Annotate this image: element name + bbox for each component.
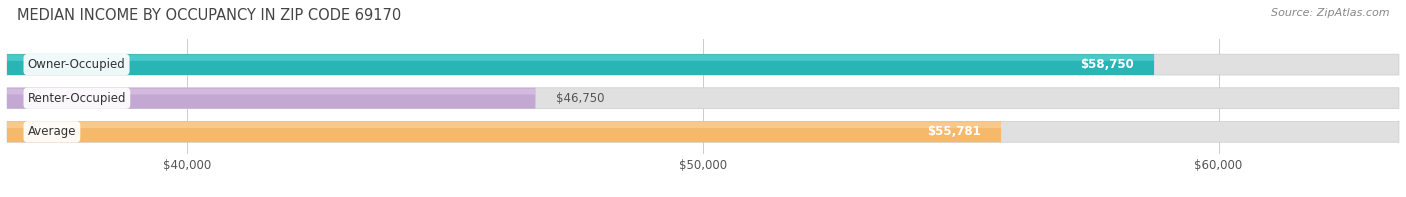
FancyBboxPatch shape: [7, 88, 1399, 109]
Text: Average: Average: [28, 125, 76, 138]
Text: Owner-Occupied: Owner-Occupied: [28, 58, 125, 71]
Text: Source: ZipAtlas.com: Source: ZipAtlas.com: [1271, 8, 1389, 18]
FancyBboxPatch shape: [7, 121, 1399, 142]
Text: $58,750: $58,750: [1080, 58, 1133, 71]
FancyBboxPatch shape: [7, 88, 536, 109]
FancyBboxPatch shape: [7, 54, 1154, 75]
FancyBboxPatch shape: [7, 122, 1001, 128]
Text: $46,750: $46,750: [557, 92, 605, 105]
FancyBboxPatch shape: [7, 55, 1154, 61]
Text: Renter-Occupied: Renter-Occupied: [28, 92, 127, 105]
Text: MEDIAN INCOME BY OCCUPANCY IN ZIP CODE 69170: MEDIAN INCOME BY OCCUPANCY IN ZIP CODE 6…: [17, 8, 401, 23]
FancyBboxPatch shape: [7, 54, 1399, 75]
FancyBboxPatch shape: [7, 121, 1001, 142]
FancyBboxPatch shape: [7, 89, 536, 94]
Text: $55,781: $55,781: [927, 125, 980, 138]
